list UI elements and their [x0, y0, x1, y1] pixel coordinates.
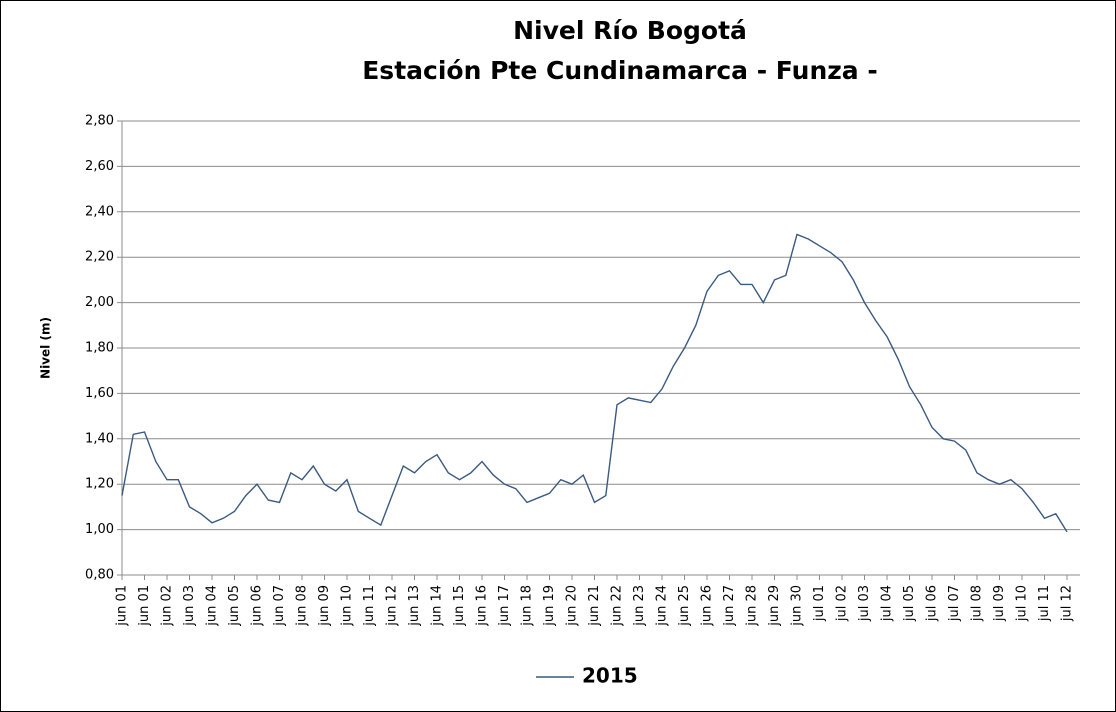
- x-tick-label: jul 08: [970, 585, 985, 622]
- x-tick-label: jul 02: [835, 585, 850, 622]
- x-tick-label: jul 05: [902, 585, 917, 622]
- x-tick-label: jul 03: [857, 585, 872, 622]
- x-tick-label: jun 21: [587, 585, 602, 627]
- chart-title: Nivel Río Bogotá: [513, 16, 747, 45]
- x-tick-label: jun 20: [565, 585, 580, 627]
- y-tick-label: 2,80: [85, 114, 114, 129]
- y-tick-label: 1,60: [85, 386, 114, 401]
- x-tick-label: jul 07: [947, 585, 962, 622]
- x-tick-label: jun 07: [272, 585, 287, 627]
- x-tick-label: jul 10: [1015, 585, 1030, 622]
- x-tick-label: jun 23: [632, 585, 647, 627]
- x-tick-label: jul 12: [1060, 585, 1075, 622]
- x-tick-label: jun 04: [205, 585, 220, 627]
- x-tick-label: jun 08: [295, 585, 310, 627]
- y-tick-label: 1,80: [85, 341, 114, 356]
- x-tick-label: jun 27: [722, 585, 737, 627]
- x-tick-label: jun 06: [250, 585, 265, 627]
- legend-label: 2015: [582, 664, 638, 688]
- y-tick-label: 2,20: [85, 250, 114, 265]
- x-tick-label: jul 09: [992, 585, 1007, 622]
- x-tick-label: jul 01: [812, 585, 827, 622]
- y-axis-label: Nivel (m): [39, 317, 53, 379]
- y-tick-label: 2,60: [85, 159, 114, 174]
- x-tick-label: jun 30: [790, 585, 805, 627]
- x-tick-label: jun 09: [317, 585, 332, 627]
- x-tick-label: jun 01: [115, 585, 130, 627]
- x-tick-label: jun 16: [475, 585, 490, 627]
- x-tick-label: jun 17: [497, 585, 512, 627]
- x-tick-label: jun 24: [655, 585, 670, 627]
- x-tick-label: jun 05: [227, 585, 242, 627]
- y-tick-label: 1,00: [85, 522, 114, 537]
- x-tick-label: jun 29: [767, 585, 782, 627]
- x-tick-label: jun 26: [700, 585, 715, 627]
- x-tick-label: jun 03: [182, 585, 197, 627]
- x-tick-label: jun 01: [137, 585, 152, 627]
- x-tick-label: jul 11: [1037, 585, 1052, 622]
- y-tick-label: 1,20: [85, 477, 114, 492]
- y-tick-label: 2,00: [85, 295, 114, 310]
- x-tick-label: jun 15: [452, 585, 467, 627]
- y-tick-label: 2,40: [85, 204, 114, 219]
- chart-subtitle: Estación Pte Cundinamarca - Funza -: [362, 56, 878, 85]
- x-tick-label: jun 02: [160, 585, 175, 627]
- line-series: [121, 233, 1068, 533]
- x-tick-label: jun 28: [745, 585, 760, 627]
- x-tick-label: jun 18: [520, 585, 535, 627]
- x-tick-label: jun 10: [340, 585, 355, 627]
- x-tick-label: jul 06: [925, 585, 940, 622]
- x-tick-label: jul 04: [880, 585, 895, 622]
- x-tick-label: jun 25: [677, 585, 692, 627]
- y-tick-label: 0,80: [85, 568, 114, 583]
- x-tick-label: jun 19: [542, 585, 557, 627]
- x-tick-label: jun 12: [385, 585, 400, 627]
- x-tick-label: jun 22: [610, 585, 625, 627]
- x-tick-label: jun 13: [407, 585, 422, 627]
- y-tick-label: 1,40: [85, 431, 114, 446]
- x-tick-label: jun 11: [362, 585, 377, 627]
- x-tick-label: jun 14: [430, 585, 445, 627]
